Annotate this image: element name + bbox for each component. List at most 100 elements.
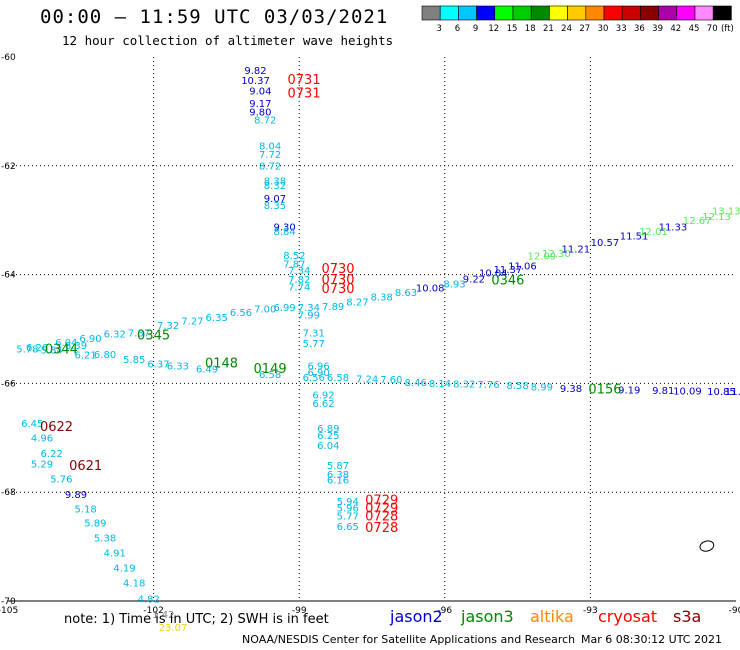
island-outline-shape — [699, 540, 715, 552]
wave-height-label: 9.04 — [249, 87, 271, 98]
wave-height-label: 8.63 — [395, 288, 417, 299]
wave-height-label: 6.49 — [196, 365, 218, 376]
pass-time-label: 0731 — [288, 73, 321, 88]
x-tick-label: -90 — [729, 606, 740, 616]
wave-height-label: 6.58 — [327, 373, 349, 384]
pass-time-label: 0148 — [205, 357, 238, 372]
wave-height-label: 6.35 — [206, 313, 228, 324]
colorbar-label: 9 — [473, 24, 478, 34]
wave-height-label: 10.85 — [707, 387, 736, 398]
wave-height-label: 4.19 — [113, 563, 135, 574]
wave-height-label: 9.17 — [249, 99, 271, 110]
time-labels: 0731073107300730073007290729072807280622… — [40, 73, 622, 536]
wave-height-label: 7.27 — [181, 316, 203, 327]
wave-height-label: 12.13 — [702, 212, 731, 223]
wave-height-label: 7.89 — [322, 302, 344, 313]
wave-height-label: 6.90 — [79, 334, 101, 345]
wave-height-label: 9.07 — [264, 194, 286, 205]
wave-height-label: 8.14 — [429, 379, 451, 390]
wave-height-label: 11.51 — [620, 231, 649, 242]
colorbar-swatch — [439, 5, 459, 21]
wave-height-label: 12.67 — [683, 216, 712, 227]
pass-time-label: 0729 — [365, 493, 398, 508]
wave-height-label: 6.96 — [307, 361, 329, 372]
pass-time-label: 0344 — [45, 343, 78, 358]
colorbar-label: 3 — [436, 24, 441, 34]
pass-time-label: 0345 — [137, 328, 170, 343]
wave-height-label: 5.77 — [337, 512, 359, 523]
footer-note: note: 1) Time is in UTC; 2) SWH is in fe… — [64, 612, 329, 627]
x-tick-label: -96 — [437, 606, 452, 616]
colorbar-label: 6 — [455, 24, 460, 34]
y-tick-label: -70 — [1, 597, 16, 607]
pass-time-label: 0346 — [491, 273, 524, 288]
wave-height-label: 7.34 — [298, 303, 320, 314]
wave-height-label: 1.42 — [152, 610, 174, 621]
wave-height-label: 5.87 — [327, 461, 349, 472]
wave-height-label: 6.92 — [312, 390, 334, 401]
colorbar: 3 6 9 12 15 18 21 24 27 30 33 36 39 42 45 70 (ft) — [421, 5, 734, 34]
colorbar-label: 27 — [579, 24, 590, 34]
colorbar-swatch — [676, 5, 696, 21]
chart-subtitle: 12 hour collection of altimeter wave hei… — [62, 33, 394, 48]
wave-height-label: 6.21 — [75, 351, 97, 362]
wave-height-label: 11.06 — [508, 261, 537, 272]
wave-height-label: 6.56 — [303, 373, 325, 384]
wave-height-label: 6.39 — [65, 341, 87, 352]
wave-height-label: 6.65 — [337, 522, 359, 533]
colorbar-label: 36 — [634, 24, 645, 34]
wave-height-label: 9.89 — [65, 490, 87, 501]
colorbar-label: 70 — [707, 24, 718, 34]
wave-height-label: 10.57 — [591, 238, 620, 249]
colorbar-label: 12 — [488, 24, 499, 34]
wave-height-label: 7.72 — [259, 150, 281, 161]
colorbar-label: 21 — [543, 24, 554, 34]
wave-height-label: 10.04 — [479, 268, 508, 279]
wave-height-label: 6.99 — [274, 303, 296, 314]
wave-height-label: 8.46 — [405, 378, 427, 389]
pass-time-label: 0728 — [365, 521, 398, 536]
colorbar-swatch — [585, 5, 605, 21]
wave-height-label: 4.96 — [31, 433, 53, 444]
wave-height-label: 5.18 — [75, 505, 97, 516]
colorbar-swatch — [712, 5, 732, 21]
wave-height-label: 11.37 — [494, 265, 523, 276]
wave-height-label: 8.38 — [371, 292, 393, 303]
y-tick-label: -64 — [1, 271, 16, 281]
colorbar-swatch — [658, 5, 678, 21]
x-tick-label: -105 — [0, 606, 18, 616]
pass-time-label: 0730 — [321, 262, 354, 277]
wave-height-label: 10.37 — [241, 76, 270, 87]
pass-time-label: 0621 — [69, 459, 102, 474]
wave-height-label: 11.1 — [725, 387, 740, 398]
wave-height-label: 6.56 — [230, 308, 252, 319]
wave-height-label: 7.00 — [254, 304, 276, 315]
colorbar-swatch — [458, 5, 477, 21]
wave-height-label: 5.84 — [41, 346, 63, 357]
wave-height-label: 5.76 — [50, 475, 72, 486]
colorbar-label: 39 — [652, 24, 663, 34]
legend-s3a: s3a — [673, 607, 702, 626]
wave-height-label: 8.93 — [443, 279, 465, 290]
wave-height-label: 8.35 — [264, 201, 286, 212]
wave-height-label: 7.87 — [283, 260, 305, 271]
wave-height-label: 9.30 — [274, 223, 296, 234]
wave-height-label: 5.38 — [94, 533, 116, 544]
wave-height-label: 11.33 — [659, 223, 688, 234]
wave-height-label: 8.32 — [264, 181, 286, 192]
wave-height-label: 8.72 — [259, 161, 281, 172]
wave-height-label: 6.25 — [317, 431, 339, 442]
island-outline — [699, 540, 715, 552]
wave-height-label: 7.34 — [288, 266, 310, 277]
wave-height-label: 6.45 — [21, 419, 43, 430]
pass-time-label: 0728 — [365, 510, 398, 525]
pass-time-label: 0622 — [40, 420, 73, 435]
wave-height-label: 7.32 — [157, 321, 179, 332]
wave-height-label: 6.04 — [55, 338, 77, 349]
wave-height-label: 9.19 — [618, 385, 640, 396]
wave-height-label: 6.58 — [259, 370, 281, 381]
axis-ticks: -105 -102 -99 -96 -93 -90 -60 -62 -64 -66 -68 -70 — [0, 53, 740, 616]
colorbar-label: 33 — [616, 24, 627, 34]
colorbar-label: 30 — [598, 24, 609, 34]
